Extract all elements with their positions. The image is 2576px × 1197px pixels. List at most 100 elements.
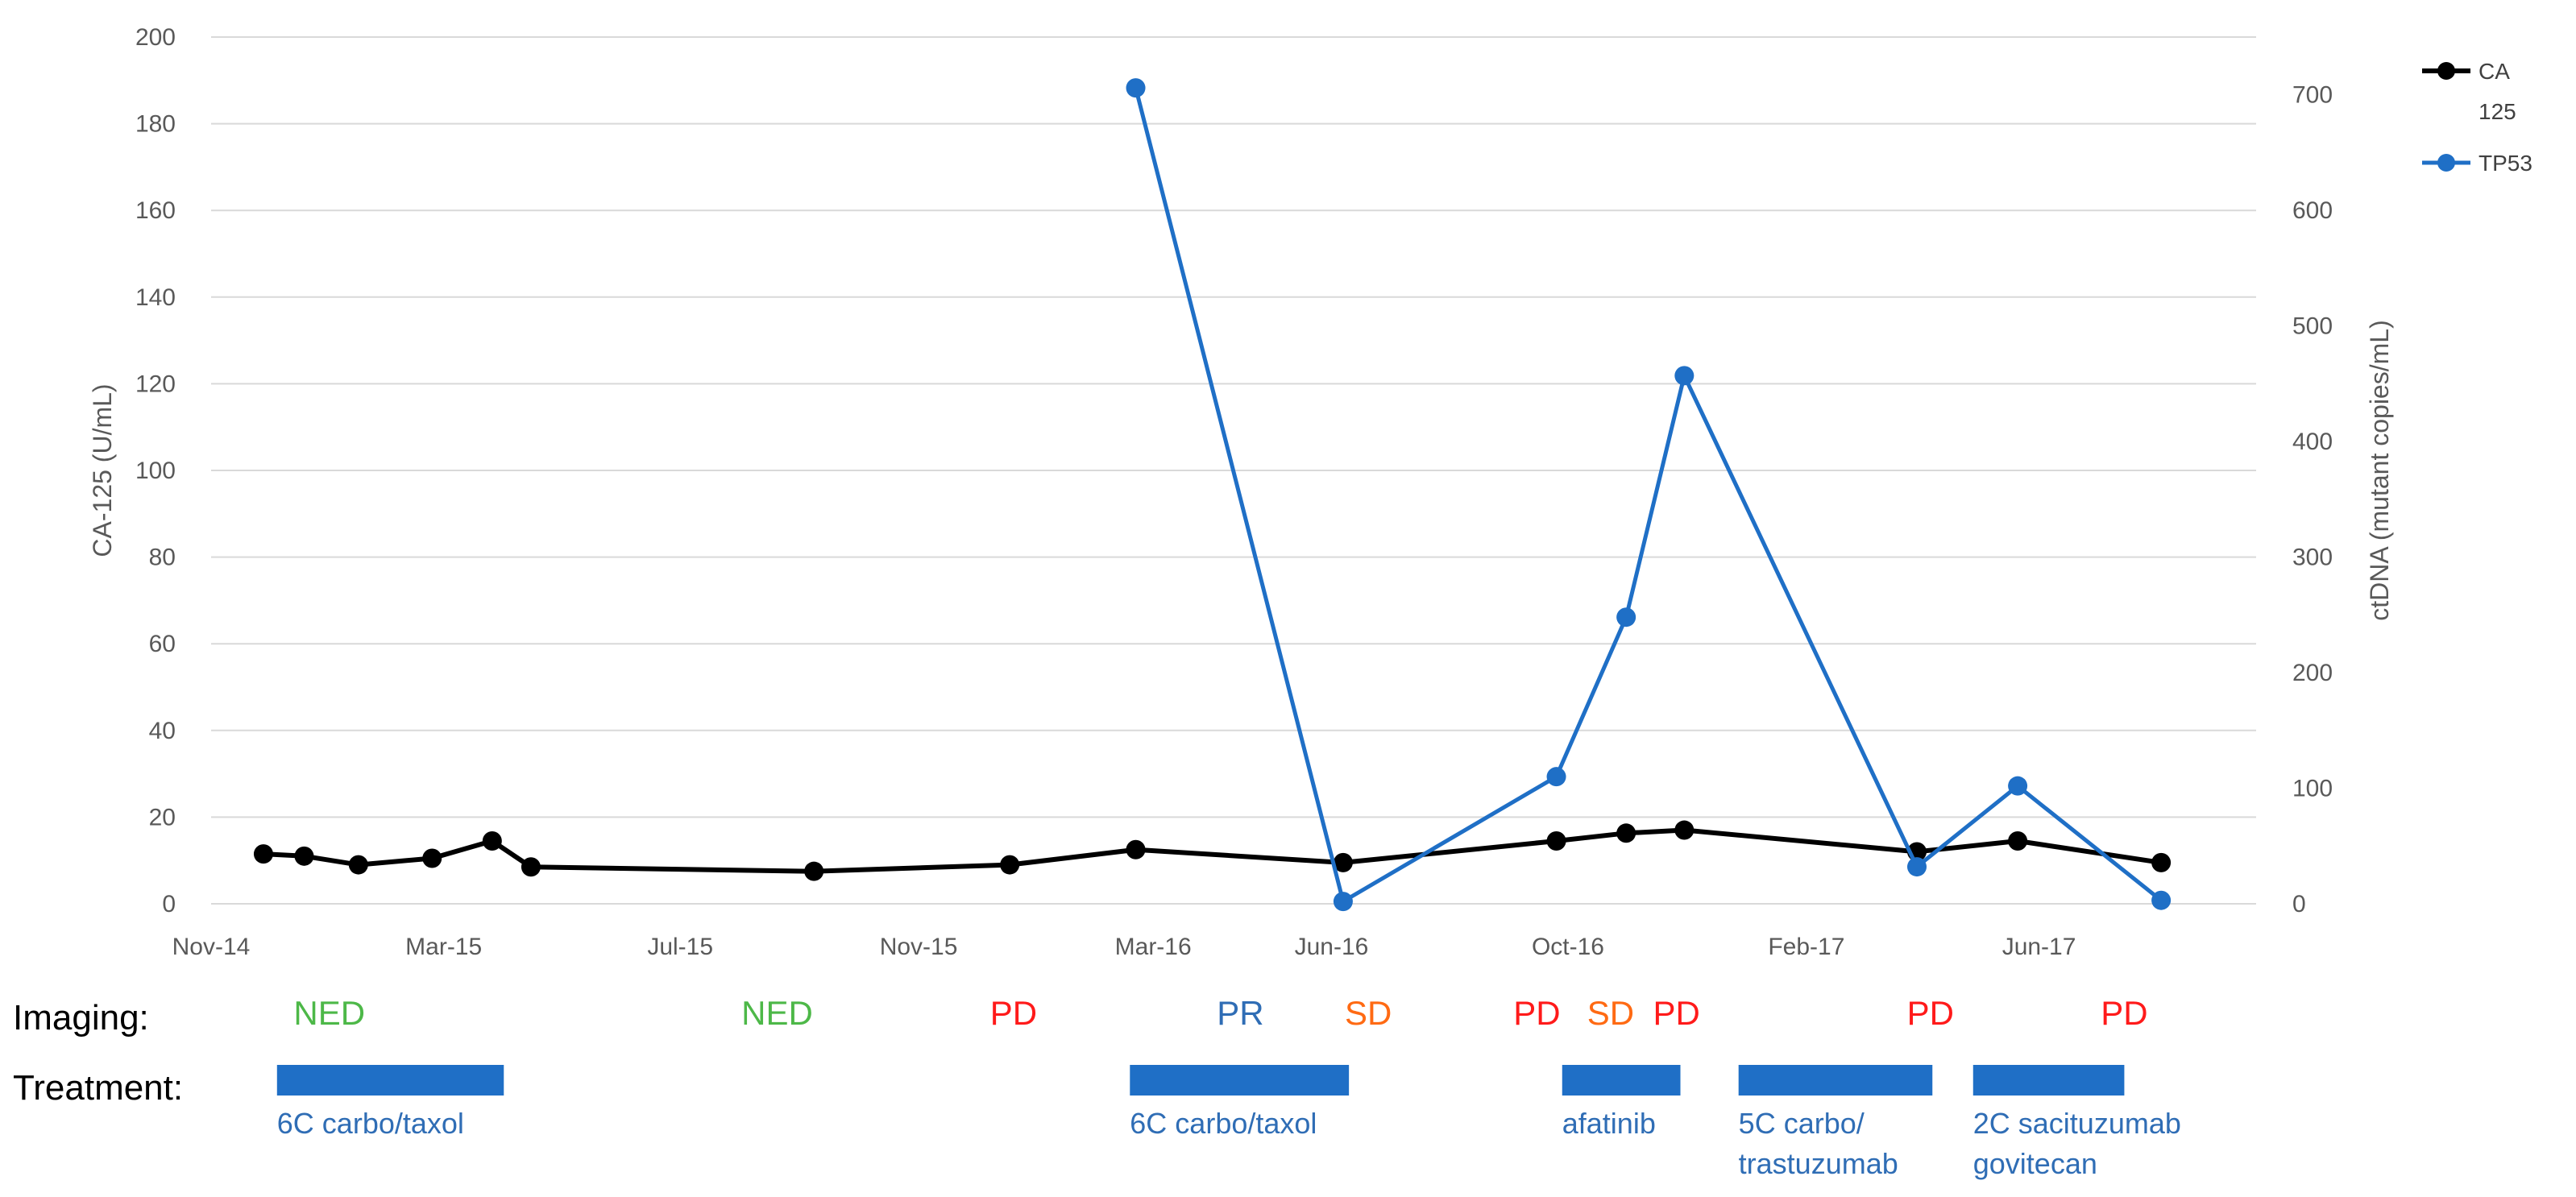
data-point <box>1126 839 1146 859</box>
y-left-tick-label: 60 <box>149 631 176 657</box>
imaging-result: PD <box>1653 994 1700 1032</box>
data-point <box>1126 78 1146 98</box>
series-line <box>1134 87 2163 904</box>
data-point <box>1674 820 1695 840</box>
y-left-tick-label: 200 <box>135 24 176 51</box>
y-right-tick-label: 700 <box>2292 82 2333 109</box>
x-tick-label: Nov-14 <box>172 934 251 960</box>
imaging-result: SD <box>1587 994 1634 1032</box>
treatment-item: afatinib <box>1562 1065 1681 1140</box>
data-point <box>348 855 368 875</box>
data-point <box>1674 366 1695 386</box>
y-left-tick-label: 80 <box>149 545 176 571</box>
y-left-tick-label: 180 <box>135 111 176 138</box>
treatment-row: 6C carbo/taxol 6C carbo/taxol afatinib 5C c… <box>276 1065 2181 1180</box>
legend: CA 125 TP53 <box>2422 59 2532 176</box>
data-point <box>1546 767 1566 787</box>
y-right-tick-label: 600 <box>2292 197 2333 224</box>
imaging-row-label: Imaging: <box>13 998 149 1038</box>
treatment-item: 6C carbo/taxol <box>276 1065 504 1140</box>
data-point <box>2008 776 2028 796</box>
x-tick-label: Oct-16 <box>1532 934 1604 960</box>
imaging-row: NED NED PD PR SD PD SD PD PD PD <box>293 994 2147 1032</box>
data-point <box>804 861 824 881</box>
y-right-tick-label: 0 <box>2292 891 2306 917</box>
treatment-label: 2C sacituzumab <box>1973 1107 2181 1140</box>
data-point <box>482 830 502 851</box>
x-tick-label: Jun-17 <box>2002 934 2076 960</box>
data-point <box>521 857 541 877</box>
legend-marker <box>2437 154 2455 172</box>
treatment-item: 5C carbo/trastuzumab <box>1738 1065 1933 1180</box>
x-tick-label: Feb-17 <box>1768 934 1844 960</box>
data-point <box>1616 823 1636 843</box>
imaging-result: PD <box>2101 994 2147 1032</box>
y-right-tick-label: 300 <box>2292 545 2333 571</box>
x-tick-label: Mar-15 <box>405 934 482 960</box>
x-tick-label: Nov-15 <box>880 934 958 960</box>
y-right-tick-label: 500 <box>2292 313 2333 340</box>
grid-lines <box>211 36 2256 818</box>
treatment-label: 6C carbo/taxol <box>1130 1107 1317 1140</box>
y-left-tick-label: 140 <box>135 284 176 311</box>
data-point <box>1000 855 1020 875</box>
y-left-tick-label: 120 <box>135 371 176 397</box>
series-ca-125 <box>253 820 2172 881</box>
data-point <box>1616 607 1636 627</box>
treatment-label: 5C carbo/ <box>1739 1107 1865 1140</box>
treatment-bar <box>1562 1065 1681 1096</box>
imaging-result: PD <box>990 994 1037 1032</box>
data-point <box>422 848 442 868</box>
data-point <box>1333 892 1353 912</box>
y-axis-left-ticks: 0 20 40 60 80 100 120 140 160 180 200 <box>135 24 176 917</box>
treatment-item: 2C sacituzumab govitecan <box>1972 1065 2181 1180</box>
treatment-bar <box>1738 1065 1933 1096</box>
treatment-bar <box>1972 1065 2125 1096</box>
data-point <box>2151 890 2172 910</box>
data-point <box>1907 857 1927 877</box>
y-axis-right-title: ctDNA (mutant copies/mL) <box>2365 320 2394 620</box>
treatment-label: afatinib <box>1562 1107 1656 1140</box>
treatment-label: 6C carbo/taxol <box>277 1107 464 1140</box>
imaging-result: PD <box>1513 994 1560 1032</box>
y-left-tick-label: 160 <box>135 197 176 224</box>
legend-marker <box>2437 62 2455 80</box>
imaging-result: NED <box>741 994 813 1032</box>
y-right-tick-label: 400 <box>2292 429 2333 455</box>
data-point <box>1546 830 1566 851</box>
series-tp53 <box>1126 78 2172 912</box>
x-tick-label: Jun-16 <box>1295 934 1369 960</box>
y-left-tick-label: 0 <box>162 891 176 917</box>
data-point <box>294 846 314 866</box>
y-left-tick-label: 100 <box>135 458 176 484</box>
data-point <box>1333 852 1353 872</box>
x-tick-label: Jul-15 <box>647 934 713 960</box>
legend-label: 125 <box>2479 99 2516 124</box>
y-left-tick-label: 40 <box>149 718 176 744</box>
treatment-row-label: Treatment: <box>13 1068 183 1108</box>
imaging-result: PD <box>1907 994 1954 1032</box>
y-right-tick-label: 200 <box>2292 660 2333 686</box>
data-point <box>2008 830 2028 851</box>
treatment-item: 6C carbo/taxol <box>1130 1065 1350 1140</box>
imaging-result: SD <box>1345 994 1392 1032</box>
treatment-label: govitecan <box>1973 1147 2097 1180</box>
series-line <box>263 827 2162 874</box>
x-axis-ticks: Nov-14 Mar-15 Jul-15 Nov-15 Mar-16 Jun-16 Oct-… <box>172 934 2076 960</box>
treatment-bar <box>276 1065 504 1096</box>
y-axis-left-title: CA-125 (U/mL) <box>88 383 117 557</box>
treatment-label: trastuzumab <box>1739 1147 1898 1180</box>
y-left-tick-label: 20 <box>149 804 176 830</box>
data-point <box>253 844 273 864</box>
y-axis-right-ticks: 0 100 200 300 400 500 600 700 <box>2292 82 2333 917</box>
x-tick-label: Mar-16 <box>1115 934 1192 960</box>
series-layer <box>253 78 2172 912</box>
data-point <box>2151 852 2172 872</box>
imaging-result: NED <box>293 994 365 1032</box>
legend-label: CA <box>2479 59 2510 84</box>
y-right-tick-label: 100 <box>2292 776 2333 802</box>
treatment-bar <box>1130 1065 1350 1096</box>
imaging-result: PR <box>1217 994 1263 1032</box>
legend-label: TP53 <box>2479 151 2532 176</box>
